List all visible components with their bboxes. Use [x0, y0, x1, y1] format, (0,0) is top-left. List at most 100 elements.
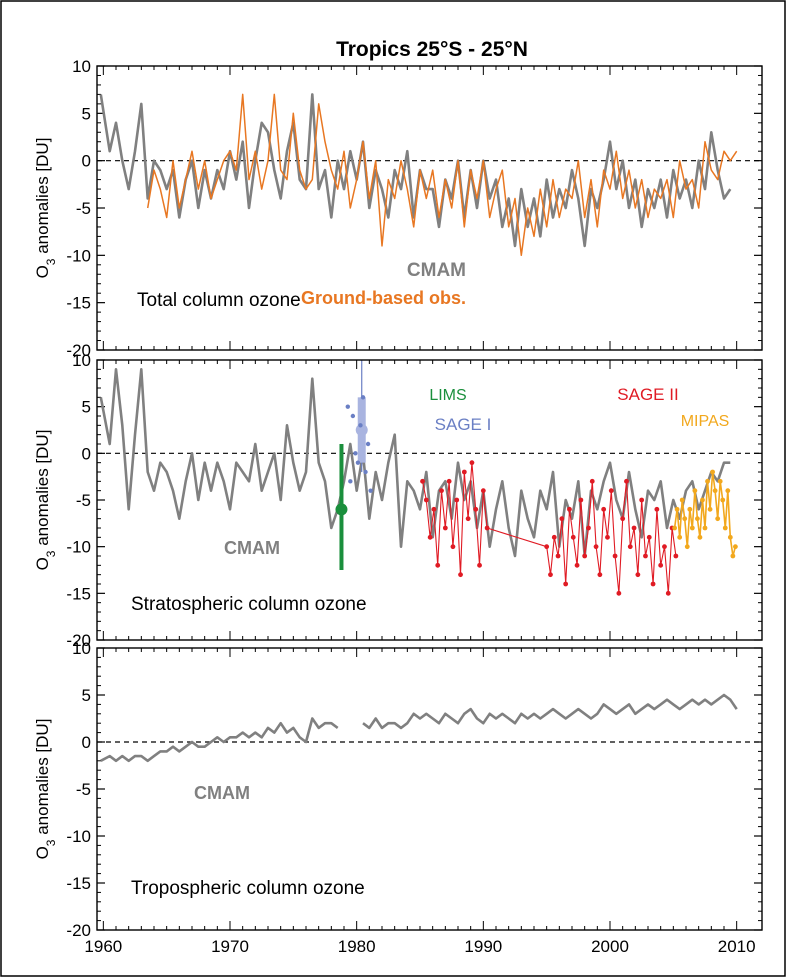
series-mipas-point [730, 553, 736, 559]
legend-entry: Ground-based obs. [301, 288, 466, 308]
sage1-point [350, 413, 356, 419]
series-sage-ii-point [439, 488, 444, 494]
series-mipas-point [697, 534, 703, 540]
y-tick-label: 0 [82, 444, 91, 463]
sage1-point [368, 488, 373, 493]
series-sage-ii-point [631, 525, 637, 531]
series-sage-ii-point [458, 572, 463, 578]
y-tick-label: 5 [82, 686, 91, 705]
y-tick-label: -5 [76, 199, 91, 218]
y-tick-label: -10 [66, 827, 91, 846]
series-sage-ii-point [616, 590, 622, 596]
series-mipas-point [677, 534, 683, 540]
series-sage-ii-point [601, 506, 607, 512]
series-sage-ii-point [435, 562, 441, 568]
series-sage-ii-point [627, 544, 633, 550]
sage1-point [353, 451, 358, 456]
series-mipas-point [733, 544, 738, 550]
x-tick-label: 2010 [718, 937, 756, 956]
panel-frame [96, 65, 763, 351]
series-sage-ii-point [662, 544, 667, 550]
series-sage-ii-point [559, 516, 565, 522]
series-sage-ii-point [612, 553, 618, 559]
series-mipas-point [684, 544, 690, 550]
series-sage-ii-point [480, 488, 486, 494]
y-tick-label: 0 [82, 733, 91, 752]
series-sage-ii-point [650, 581, 656, 587]
y-tick-label: -5 [76, 780, 91, 799]
panel-label: Tropospheric column ozone [131, 878, 365, 899]
sage1-point [355, 460, 361, 465]
series-sage-ii-point [461, 469, 467, 475]
panel-2: 10 5 0 -5 -10 -15 -20 O3 anomalies [DU] Stratosp… [33, 351, 763, 650]
series-sage-ii-point [643, 553, 648, 559]
series-mipas-point [672, 525, 677, 531]
series-sage-ii-point [450, 544, 456, 550]
series-sage-ii-point [597, 572, 603, 578]
sage1-point [365, 441, 371, 447]
series-sage-ii-point [578, 497, 584, 503]
y-axis-label: O3 anomalies [DU] [33, 138, 58, 279]
series-mipas-point [692, 488, 698, 494]
series-mipas-point [725, 488, 731, 494]
series-mipas-point [682, 516, 688, 522]
y-tick-label: 5 [82, 398, 91, 417]
series-mipas-point [712, 488, 718, 494]
legend-entry: CMAM [224, 538, 280, 558]
series-sage-ii-point [624, 478, 629, 484]
chart-panels: 10 5 0 -5 -10 -15 -20 O3 anomalies [DU] Total co… [33, 57, 763, 940]
series-mipas-point [707, 506, 713, 512]
series-sage-ii-point [427, 534, 433, 540]
series-sage-ii-point [477, 562, 482, 568]
series-sage-ii-point [673, 553, 679, 559]
series-sage-ii-point [574, 562, 580, 568]
series-sage-ii-point [420, 478, 425, 484]
series-sage-ii-point [665, 590, 671, 596]
series-sage-ii-point [646, 534, 652, 540]
sage1-mean-point [355, 424, 368, 436]
sage1-point [348, 479, 353, 484]
sage1-point [345, 404, 350, 409]
panel-frame [96, 647, 763, 931]
series-mipas-point [674, 506, 680, 512]
series-mipas-point [715, 516, 721, 522]
lims-mean-point [335, 503, 348, 516]
legend-entry: MIPAS [681, 413, 730, 430]
series-sage-ii-point [446, 478, 452, 484]
x-tick-label: 1960 [84, 937, 122, 956]
y-tick-label: -5 [76, 491, 91, 510]
series-sage-ii-point [589, 478, 595, 484]
y-axis-label: O3 anomalies [DU] [33, 719, 58, 860]
legend-entry: CMAM [194, 783, 250, 803]
series-sage-ii-point [586, 525, 591, 531]
x-axis-labels: 1960 1970 1980 1990 2000 2010 [84, 937, 755, 956]
series-sage-ii-point [635, 572, 641, 578]
series-sage-ii-point [654, 506, 660, 512]
series-sage-ii-point [593, 544, 599, 550]
y-tick-label: 0 [82, 152, 91, 171]
y-tick-label: -15 [66, 584, 91, 603]
series-sage-ii-point [465, 516, 471, 522]
series-sage-ii-point [551, 534, 557, 540]
x-tick-label: 1990 [464, 937, 502, 956]
series-sage-ii-point [570, 534, 576, 540]
y-tick-label: -20 [66, 921, 91, 940]
y-tick-label: -15 [66, 874, 91, 893]
series-sage-ii-point [454, 497, 460, 503]
x-tick-label: 1970 [211, 937, 249, 956]
legend-entry: SAGE I [435, 415, 492, 434]
series-cmam-line [99, 368, 731, 558]
series-sage-ii-point [431, 506, 437, 512]
figure-title: Tropics 25°S - 25°N [336, 38, 528, 61]
series-sage-ii-point [473, 506, 479, 512]
series-sage-ii-point [442, 525, 448, 531]
series-sage-ii-point [567, 506, 572, 512]
series-mipas-point [720, 497, 726, 503]
series-sage-ii-point [658, 562, 664, 568]
series-sage-ii-point [605, 534, 610, 540]
y-tick-label: 10 [72, 57, 91, 76]
series-mipas-point [687, 506, 693, 512]
legend-entry: CMAM [407, 260, 466, 281]
panel-1: 10 5 0 -5 -10 -15 -20 O3 anomalies [DU] Total co… [33, 57, 763, 360]
